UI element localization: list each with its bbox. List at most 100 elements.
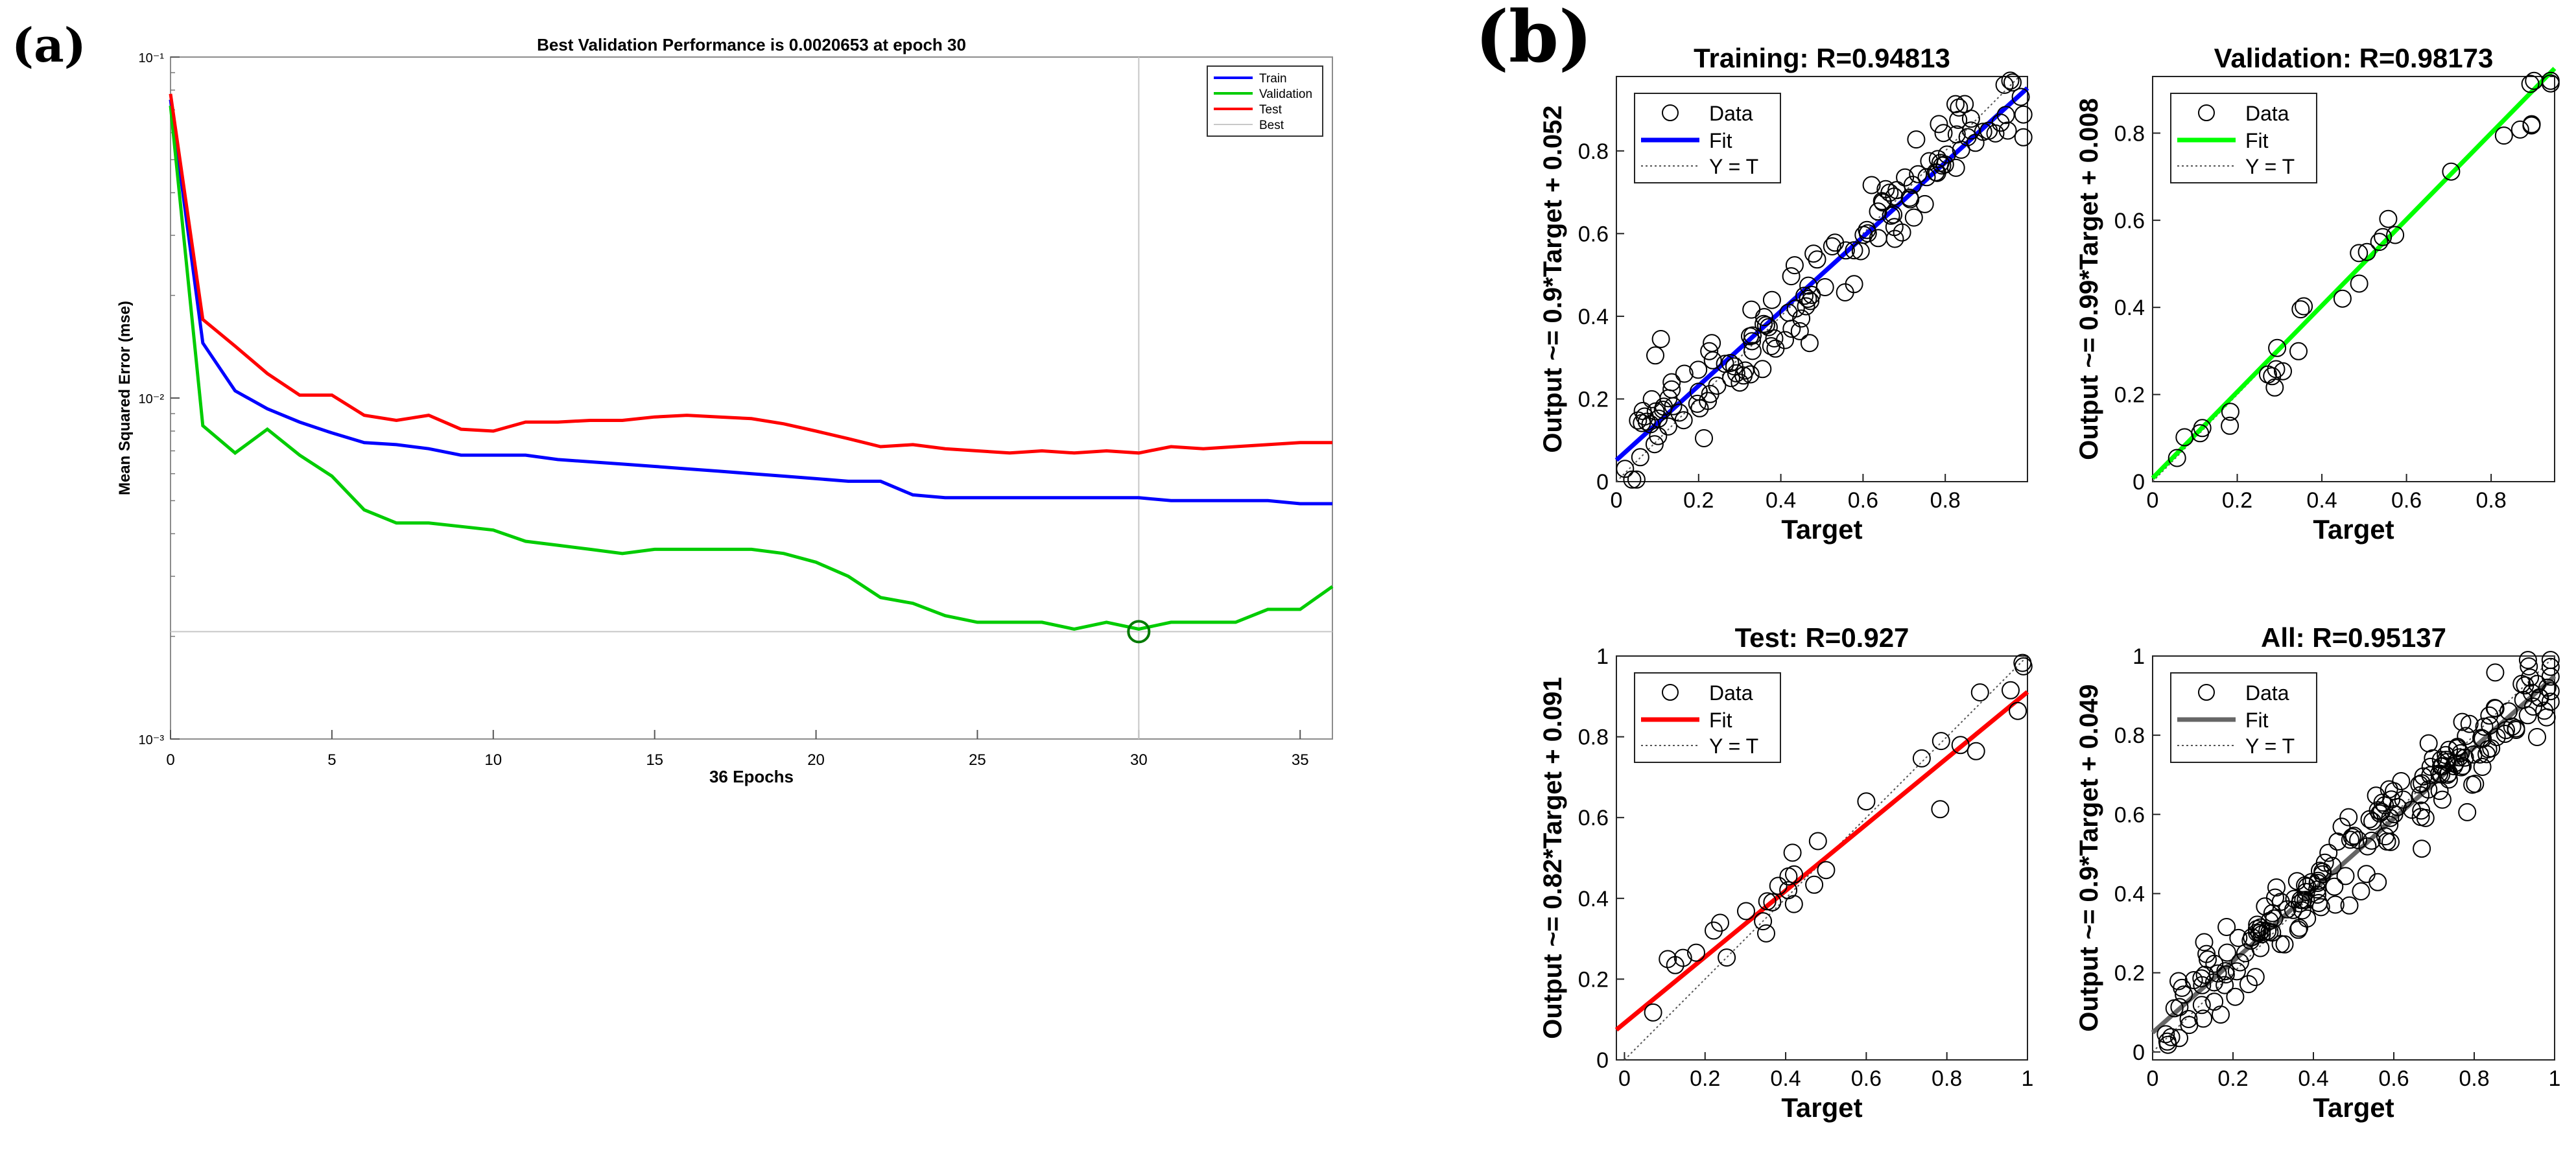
- training-y-tick-label: 0.4: [1578, 305, 1609, 329]
- training-data-point: [1623, 470, 1642, 489]
- validation-data-point: [2274, 362, 2292, 381]
- perf-x-tick-label: 15: [646, 751, 663, 769]
- validation-legend-fit-label: Fit: [2245, 129, 2269, 152]
- perf-y-label: Mean Squared Error (mse): [116, 301, 134, 495]
- all-data-point: [2349, 830, 2368, 849]
- training-data-point: [1804, 244, 1823, 263]
- test-data-point: [1737, 902, 1755, 921]
- validation-data-point: [2268, 338, 2287, 357]
- all-data-point: [2162, 1027, 2180, 1046]
- training-data-point: [1800, 334, 1819, 353]
- all-data-point: [2175, 985, 2193, 1004]
- training-data-point: [1645, 435, 1664, 454]
- all-legend-data-marker: [2198, 684, 2215, 701]
- validation-data-point: [2333, 289, 2352, 308]
- training-data-point: [1674, 411, 1693, 430]
- all-data-point: [2460, 714, 2479, 733]
- test-data-point: [1659, 950, 1677, 968]
- perf-series-train: [169, 99, 1332, 506]
- training-data-point: [1653, 401, 1672, 419]
- all-x-tick-label: 0.2: [2217, 1066, 2248, 1091]
- regression-validation-chart: 0 0.2 0.4 0.6 0.8 0 0.2 0.4 0.6 0.8 Validation: R=…: [2075, 43, 2560, 545]
- training-data-point: [1651, 330, 1670, 348]
- validation-data-point: [2289, 342, 2308, 360]
- validation-x-tick-label: 0: [2147, 488, 2159, 513]
- all-data-point: [2216, 962, 2235, 981]
- all-data-point: [2263, 923, 2282, 942]
- all-data-point: [2239, 975, 2258, 994]
- all-x-tick-label: 0.6: [2378, 1066, 2409, 1091]
- perf-x-label: 36 Epochs: [709, 767, 794, 786]
- all-data-point: [2457, 727, 2476, 745]
- validation-data-point: [2265, 378, 2284, 397]
- training-data-point: [1792, 309, 1811, 328]
- all-data-point: [2205, 954, 2224, 973]
- training-data-point: [1627, 470, 1646, 489]
- all-data-point: [2541, 657, 2560, 676]
- test-legend-data-label: Data: [1709, 681, 1753, 705]
- all-data-point: [2192, 996, 2211, 1015]
- all-data-point: [2414, 767, 2433, 786]
- all-data-point: [2463, 775, 2482, 794]
- test-data-point: [1673, 948, 1692, 967]
- training-data-point: [1675, 364, 1694, 383]
- training-data-point: [1862, 176, 1881, 194]
- training-data-point: [1646, 402, 1665, 421]
- regression-training-chart: 0 0.2 0.4 0.6 0.8 0 0.2 0.4 0.6 0.8 Training: R=0.…: [1539, 43, 2033, 545]
- validation-title: Validation: R=0.98173: [2214, 43, 2494, 73]
- all-data-point: [2520, 657, 2538, 675]
- all-data-point: [2246, 968, 2265, 987]
- all-data-point: [2413, 839, 2431, 858]
- training-data-point: [1896, 168, 1915, 187]
- training-data-point: [1845, 241, 1863, 260]
- training-data-point: [1755, 314, 1773, 333]
- validation-y-tick-label: 0.6: [2114, 209, 2145, 233]
- training-data-point: [1741, 365, 1760, 384]
- training-data-point: [1904, 208, 1923, 227]
- all-data-point: [2287, 872, 2306, 891]
- all-data-point: [2448, 739, 2466, 758]
- all-data-point: [2302, 873, 2321, 891]
- all-y-tick-label: 0.2: [2114, 961, 2145, 986]
- perf-legend-label: Test: [1259, 103, 1282, 117]
- training-data-point: [1907, 130, 1926, 149]
- training-data-point: [1928, 150, 1947, 169]
- training-data-point: [1797, 297, 1815, 316]
- training-data-point: [2011, 88, 2030, 106]
- all-data-point: [2531, 688, 2549, 707]
- training-data-point: [1642, 390, 1661, 408]
- all-data-point: [2278, 900, 2297, 919]
- all-data-point: [2369, 873, 2387, 891]
- training-data-point: [1700, 342, 1719, 360]
- all-y-label: Output ~= 0.9*Target + 0.049: [2075, 684, 2103, 1031]
- training-x-tick-label: 0: [1611, 488, 1623, 513]
- perf-series-test: [169, 93, 1332, 455]
- test-fit-line: [1614, 690, 2029, 1032]
- validation-y-tick-label: 0.4: [2114, 296, 2145, 320]
- all-data-point: [2179, 1010, 2198, 1028]
- all-data-point: [2439, 766, 2457, 784]
- all-data-point: [2507, 719, 2525, 738]
- training-data-point: [1664, 397, 1683, 416]
- all-data-point: [2535, 701, 2554, 720]
- test-data-point: [1644, 1003, 1662, 1022]
- all-data-point: [2410, 775, 2429, 794]
- test-data-point: [1931, 800, 1950, 819]
- training-data-point: [1755, 308, 1773, 327]
- all-data-point: [2487, 728, 2506, 746]
- training-data-point: [1695, 429, 1713, 447]
- all-data-point: [2440, 764, 2458, 782]
- test-y-tick-label: 0: [1596, 1048, 1609, 1073]
- training-x-tick-label: 0.6: [1848, 488, 1878, 513]
- perf-x-tick-label: 20: [807, 751, 825, 769]
- all-x-tick-label: 0: [2147, 1066, 2159, 1091]
- all-data-point: [2308, 874, 2327, 892]
- all-data-point: [2260, 911, 2279, 930]
- training-data-point: [1762, 337, 1780, 355]
- validation-data-point: [2267, 360, 2286, 379]
- validation-y-tick-label: 0: [2133, 470, 2145, 495]
- all-data-point: [2528, 675, 2547, 694]
- all-y-tick-label: 0.4: [2114, 882, 2145, 906]
- validation-y-tick-label: 0.2: [2114, 383, 2145, 408]
- test-data-point: [1808, 832, 1827, 851]
